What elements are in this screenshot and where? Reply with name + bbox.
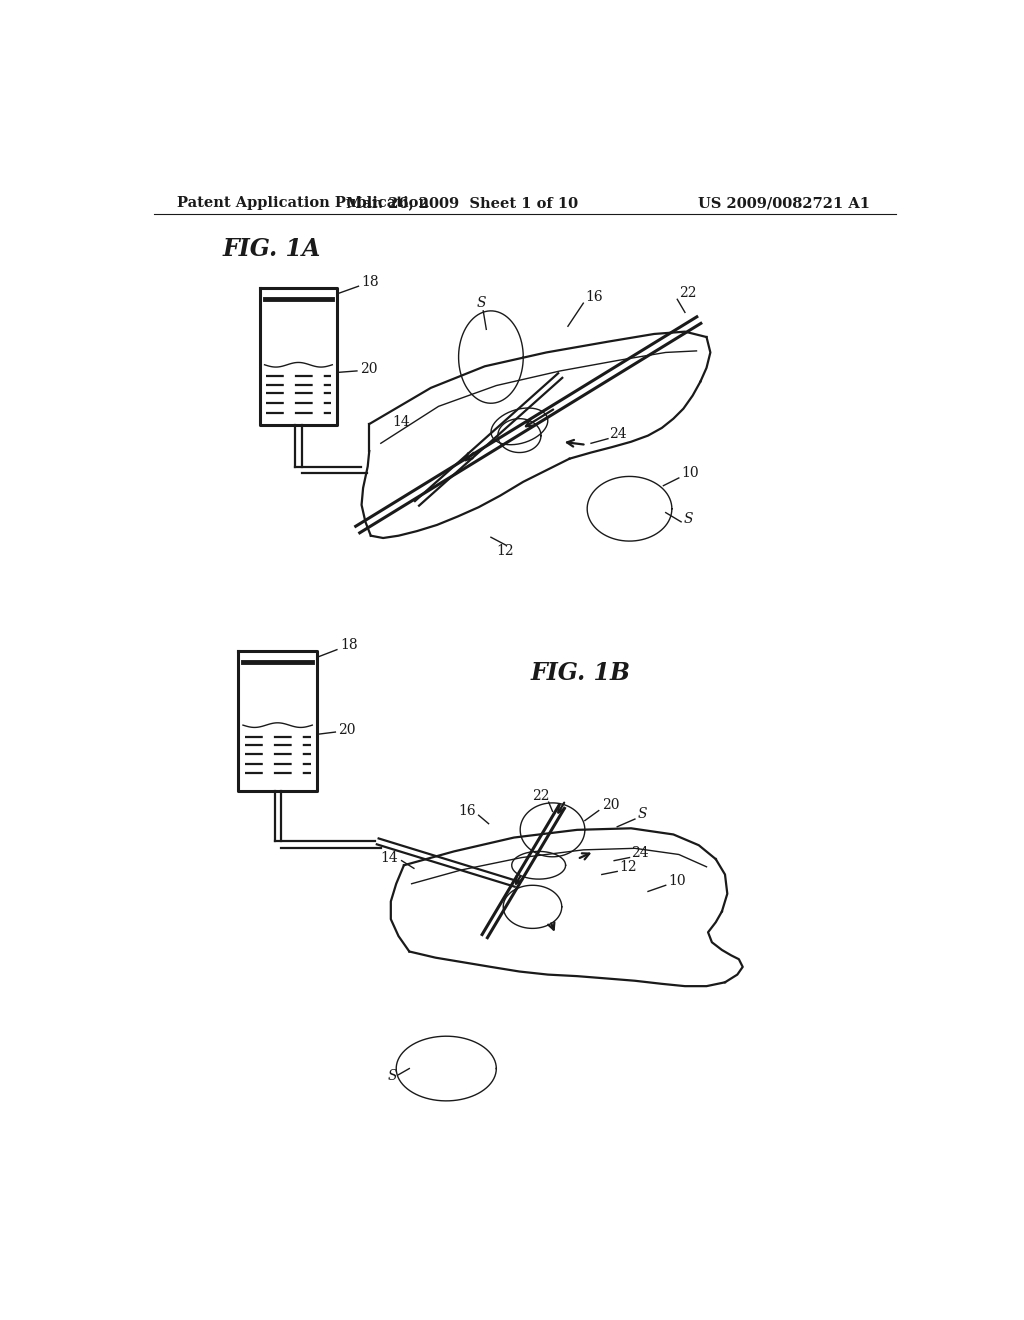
Text: 14: 14 <box>392 414 410 429</box>
Text: S: S <box>637 808 647 821</box>
Text: S: S <box>388 1069 397 1084</box>
Text: FIG. 1A: FIG. 1A <box>223 238 322 261</box>
Text: 22: 22 <box>679 286 696 300</box>
Text: 20: 20 <box>602 799 620 812</box>
Text: 10: 10 <box>668 874 686 887</box>
Text: S: S <box>476 296 485 310</box>
Text: 24: 24 <box>609 428 627 441</box>
Text: 20: 20 <box>360 362 378 376</box>
Text: Mar. 26, 2009  Sheet 1 of 10: Mar. 26, 2009 Sheet 1 of 10 <box>345 197 578 210</box>
Text: 14: 14 <box>381 850 398 865</box>
Text: 10: 10 <box>681 466 698 479</box>
Text: 18: 18 <box>340 638 357 652</box>
Text: S: S <box>683 512 693 525</box>
Text: 16: 16 <box>585 290 602 304</box>
Text: 24: 24 <box>631 846 648 859</box>
Text: 22: 22 <box>532 789 550 803</box>
Text: Patent Application Publication: Patent Application Publication <box>177 197 429 210</box>
Text: FIG. 1B: FIG. 1B <box>531 661 631 685</box>
Text: 12: 12 <box>497 544 514 558</box>
Text: 20: 20 <box>339 723 356 737</box>
Text: 18: 18 <box>361 275 379 289</box>
Text: US 2009/0082721 A1: US 2009/0082721 A1 <box>697 197 869 210</box>
Text: 12: 12 <box>620 859 637 874</box>
Text: 16: 16 <box>458 804 475 818</box>
